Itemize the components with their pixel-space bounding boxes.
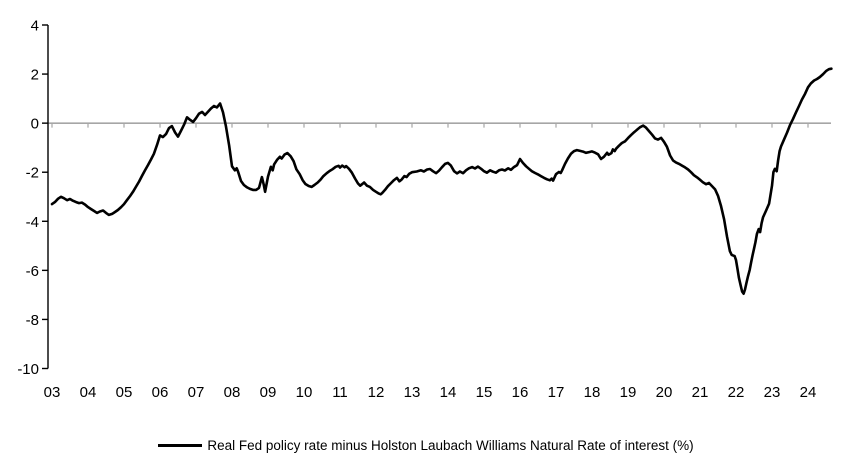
y-axis-label: -4 bbox=[26, 214, 39, 231]
x-axis-label: 09 bbox=[260, 384, 277, 401]
x-axis-label: 05 bbox=[116, 384, 133, 401]
x-axis-label: 06 bbox=[152, 384, 169, 401]
x-axis-label: 13 bbox=[404, 384, 421, 401]
legend: Real Fed policy rate minus Holston Lauba… bbox=[0, 438, 852, 453]
x-axis-label: 07 bbox=[188, 384, 205, 401]
x-axis-label: 24 bbox=[800, 384, 817, 401]
y-axis-label: -8 bbox=[26, 312, 39, 329]
x-axis-label: 04 bbox=[80, 384, 97, 401]
x-axis-label: 16 bbox=[512, 384, 529, 401]
y-axis-label: 2 bbox=[31, 67, 39, 84]
x-axis-label: 22 bbox=[728, 384, 745, 401]
x-axis-label: 03 bbox=[44, 384, 61, 401]
y-axis-label: -10 bbox=[17, 361, 39, 378]
series-line bbox=[50, 67, 833, 296]
x-axis-label: 14 bbox=[440, 384, 457, 401]
y-axis-label: 4 bbox=[31, 18, 39, 35]
x-axis-label: 08 bbox=[224, 384, 241, 401]
legend-line-sample bbox=[158, 444, 203, 447]
x-axis-label: 15 bbox=[476, 384, 493, 401]
x-axis-label: 17 bbox=[548, 384, 565, 401]
x-axis-label: 20 bbox=[656, 384, 673, 401]
x-axis-label: 19 bbox=[620, 384, 637, 401]
x-axis-label: 12 bbox=[368, 384, 385, 401]
x-axis-label: 21 bbox=[692, 384, 709, 401]
x-axis-label: 11 bbox=[332, 384, 348, 401]
legend-label: Real Fed policy rate minus Holston Lauba… bbox=[207, 438, 694, 453]
x-axis-label: 10 bbox=[296, 384, 313, 401]
x-axis-label: 23 bbox=[764, 384, 781, 401]
y-axis-label: 0 bbox=[31, 116, 39, 133]
y-axis-label: -2 bbox=[26, 165, 39, 182]
x-axis-label: 18 bbox=[584, 384, 601, 401]
y-axis-label: -6 bbox=[26, 263, 39, 280]
